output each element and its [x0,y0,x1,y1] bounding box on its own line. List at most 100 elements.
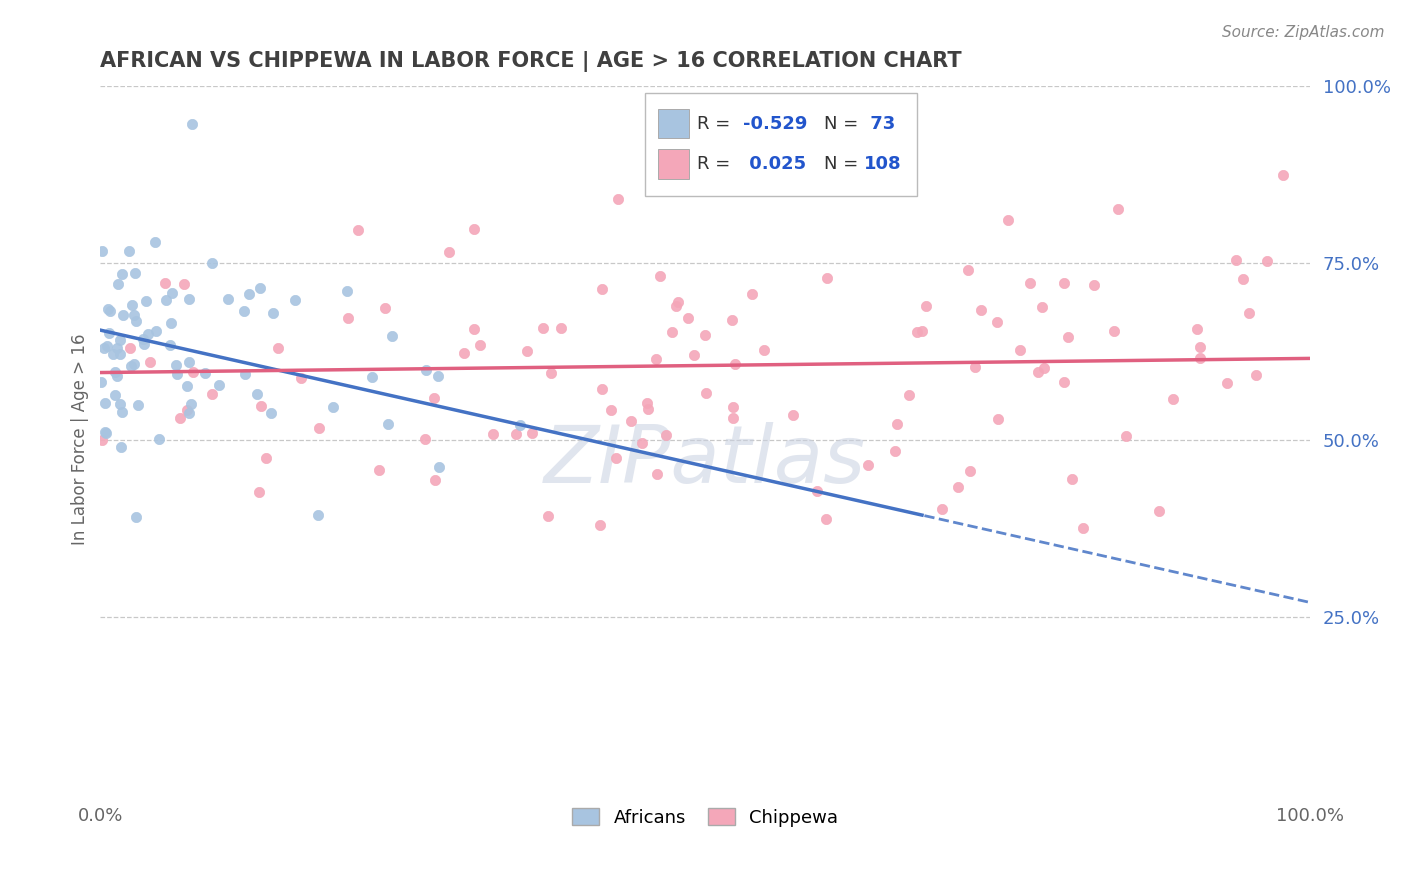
Point [101,347,124,361]
Point [322,400,344,414]
Point [249,281,271,295]
Point [1031,301,1053,315]
Point [721,312,744,326]
Point [105,368,128,383]
Point [463,322,485,336]
Point [637,401,659,416]
Point [177,406,200,420]
Point [723,410,745,425]
Point [540,367,562,381]
Point [427,368,450,383]
Point [90,376,112,390]
Point [254,450,277,465]
Point [782,408,804,422]
Point [105,341,128,355]
Point [415,363,437,377]
Point [94,425,117,440]
Point [537,509,560,524]
Point [1053,376,1076,390]
Point [337,310,360,325]
Point [931,501,953,516]
Point [531,320,554,334]
Point [94,425,117,439]
Point [118,244,141,258]
Point [132,333,155,347]
Point [347,223,370,237]
Point [96,339,118,353]
Point [898,388,921,402]
Point [676,311,699,326]
Point [522,426,544,441]
Point [165,358,187,372]
Point [290,370,312,384]
Point [336,285,359,299]
Point [752,343,775,357]
Point [107,277,129,292]
Point [1225,253,1247,268]
Point [360,369,382,384]
Point [1057,330,1080,344]
Point [284,293,307,307]
Point [427,459,450,474]
Text: 0.025: 0.025 [742,155,806,173]
Point [915,299,938,313]
Point [98,304,121,318]
Point [948,480,970,494]
Point [104,388,127,402]
Point [1244,368,1267,382]
Point [650,268,672,283]
Point [120,341,142,355]
Point [1189,340,1212,354]
Point [1232,272,1254,286]
Point [180,396,202,410]
Point [238,286,260,301]
Point [481,427,503,442]
Point [884,444,907,458]
Point [1019,277,1042,291]
Point [437,245,460,260]
Point [631,435,654,450]
Point [413,432,436,446]
Point [91,433,114,447]
Point [180,117,202,131]
Point [208,377,231,392]
Point [134,337,156,351]
Point [423,391,446,405]
Point [181,366,204,380]
Point [159,337,181,351]
Point [591,382,613,396]
Point [136,326,159,341]
Point [806,483,828,498]
Point [693,328,716,343]
Point [666,295,689,310]
Point [177,293,200,307]
Point [965,359,987,374]
Point [1026,365,1049,379]
FancyBboxPatch shape [644,93,917,195]
Point [155,293,177,307]
Point [956,263,979,277]
Point [814,512,837,526]
Point [127,398,149,412]
Point [1107,202,1129,217]
Point [122,308,145,322]
Point [194,367,217,381]
Point [606,192,628,206]
Point [232,303,254,318]
FancyBboxPatch shape [658,149,689,178]
Point [986,315,1008,329]
Point [1149,504,1171,518]
Point [377,417,399,431]
Point [1256,253,1278,268]
Point [1010,343,1032,357]
Point [104,365,127,379]
Point [589,518,612,533]
Point [162,285,184,300]
Text: Source: ZipAtlas.com: Source: ZipAtlas.com [1222,25,1385,40]
Point [1083,277,1105,292]
Point [987,411,1010,425]
Point [173,277,195,291]
Point [111,267,134,281]
Point [110,440,132,454]
Point [815,271,838,285]
